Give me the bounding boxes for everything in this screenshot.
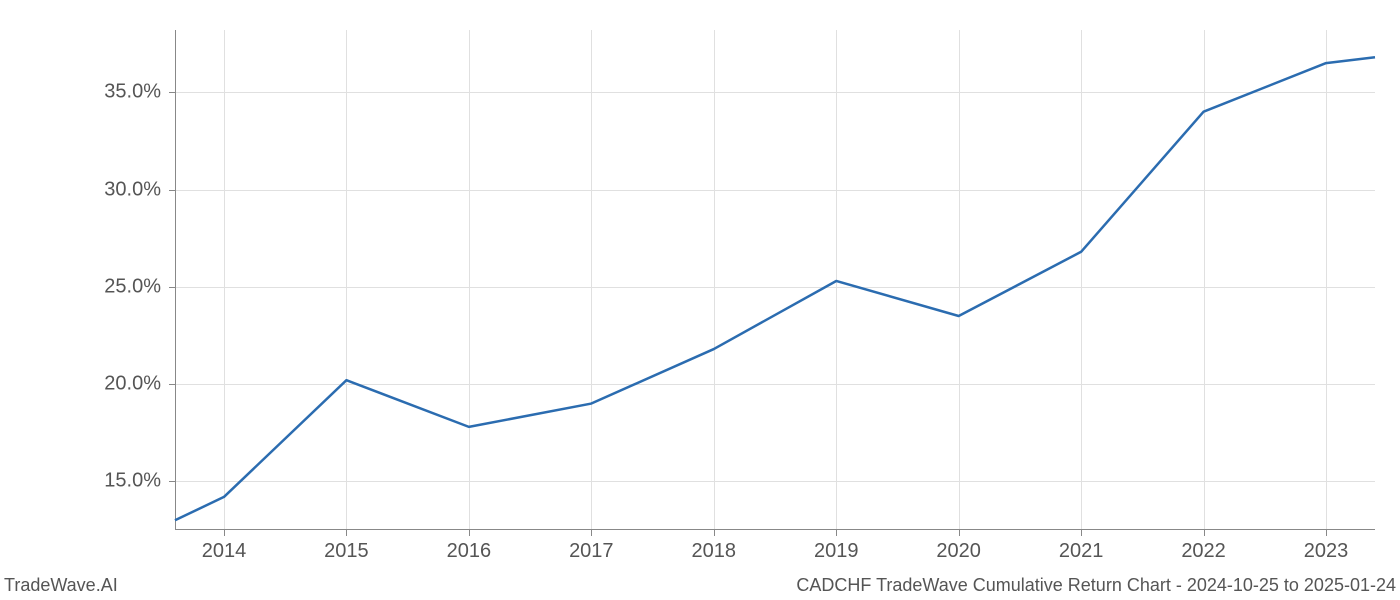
chart-container: 2014 2015 2016 2017 2018 2019 2020 2021 2022 2023…	[0, 0, 1400, 600]
x-tick-label: 2016	[447, 540, 492, 563]
x-tick-label: 2019	[814, 540, 859, 563]
footer-right-text: CADCHF TradeWave Cumulative Return Chart…	[796, 575, 1396, 596]
x-tick-mark	[1204, 530, 1205, 536]
x-tick-mark	[714, 530, 715, 536]
y-tick-label: 20.0%	[104, 373, 161, 396]
footer-left-text: TradeWave.AI	[4, 575, 118, 596]
y-tick-label: 25.0%	[104, 275, 161, 298]
x-tick-mark	[1326, 530, 1327, 536]
x-tick-mark	[959, 530, 960, 536]
x-tick-mark	[1081, 530, 1082, 536]
x-tick-mark	[469, 530, 470, 536]
y-tick-label: 30.0%	[104, 178, 161, 201]
x-tick-mark	[346, 530, 347, 536]
x-tick-label: 2022	[1181, 540, 1226, 563]
x-tick-label: 2020	[936, 540, 981, 563]
x-tick-mark	[836, 530, 837, 536]
x-tick-mark	[224, 530, 225, 536]
chart-line-svg	[175, 30, 1375, 530]
return-line	[175, 57, 1375, 520]
plot-area: 2014201520162017201820192020202120222023…	[175, 30, 1375, 530]
x-tick-label: 2015	[324, 540, 369, 563]
y-tick-label: 15.0%	[104, 470, 161, 493]
x-tick-label: 2021	[1059, 540, 1104, 563]
y-tick-label: 35.0%	[104, 81, 161, 104]
x-tick-label: 2018	[692, 540, 737, 563]
x-tick-label: 2023	[1304, 540, 1349, 563]
x-tick-label: 2017	[569, 540, 614, 563]
x-tick-label: 2014	[202, 540, 247, 563]
x-tick-mark	[591, 530, 592, 536]
